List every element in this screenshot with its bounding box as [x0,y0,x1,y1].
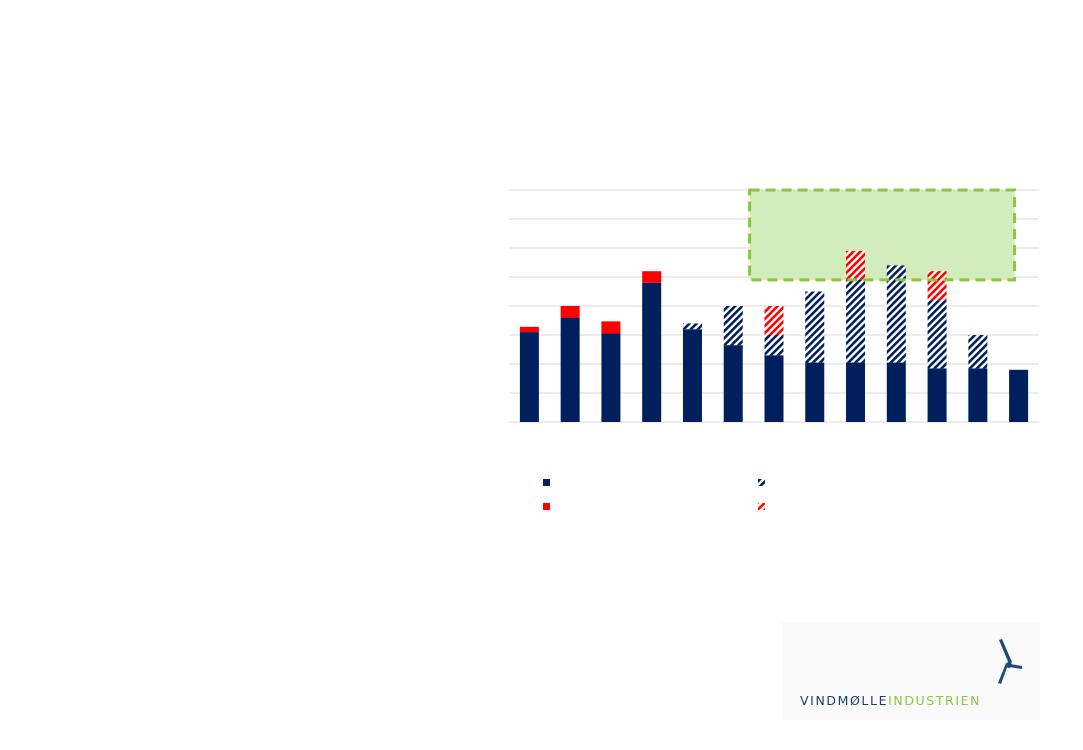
legend-swatch-3 [543,503,550,510]
logo-wordmark: VINDMØLLEINDUSTRIEN [800,693,981,708]
bar-segment-1-9 [846,362,866,422]
logo-text-vindmolle: VINDMØLLE [800,693,889,708]
target-band-fill [749,190,1015,280]
bar-segment-2-10 [886,265,906,363]
bar-segment-2-9 [846,279,866,363]
bar-segment-4-11 [927,271,947,301]
bar-segment-1-7 [764,355,784,422]
legend [543,479,765,510]
target-band-border [748,188,1017,282]
bar-segment-4-7 [764,306,784,335]
bar-segment-1-10 [886,362,906,422]
bar-segment-3-3 [601,321,621,334]
legend-swatch-2 [758,479,765,486]
bar-segment-4-9 [846,250,866,280]
target-band [749,190,1015,280]
legend-swatch-1 [543,479,550,486]
bar-segment-1-11 [927,368,947,422]
bar-segment-2-5 [682,323,702,330]
bar-segment-2-11 [927,300,947,369]
wind-turbine-icon [998,639,1022,684]
legend-swatch-4 [758,503,765,510]
bar-segment-3-1 [519,326,539,333]
bar-segment-3-4 [642,271,662,283]
bar-segment-1-1 [519,332,539,422]
bar-segment-2-7 [764,335,784,356]
bar-segment-2-8 [805,291,825,363]
logo: VINDMØLLEINDUSTRIEN [782,622,1040,720]
logo-text-industrien: INDUSTRIEN [888,693,982,708]
bar-segment-1-6 [723,345,743,422]
bar-segment-1-4 [642,282,662,422]
bar-segment-1-13 [1009,369,1029,422]
bar-segment-1-3 [601,333,621,422]
bar-segment-2-6 [723,306,743,346]
bar-segment-2-12 [968,335,988,369]
bars [519,250,1029,422]
bar-segment-1-5 [682,329,702,422]
bar-segment-1-2 [560,317,580,422]
target-band-outline [748,188,1017,282]
bar-segment-1-12 [968,368,988,422]
bar-segment-1-8 [805,362,825,422]
bar-segment-3-2 [560,306,580,318]
